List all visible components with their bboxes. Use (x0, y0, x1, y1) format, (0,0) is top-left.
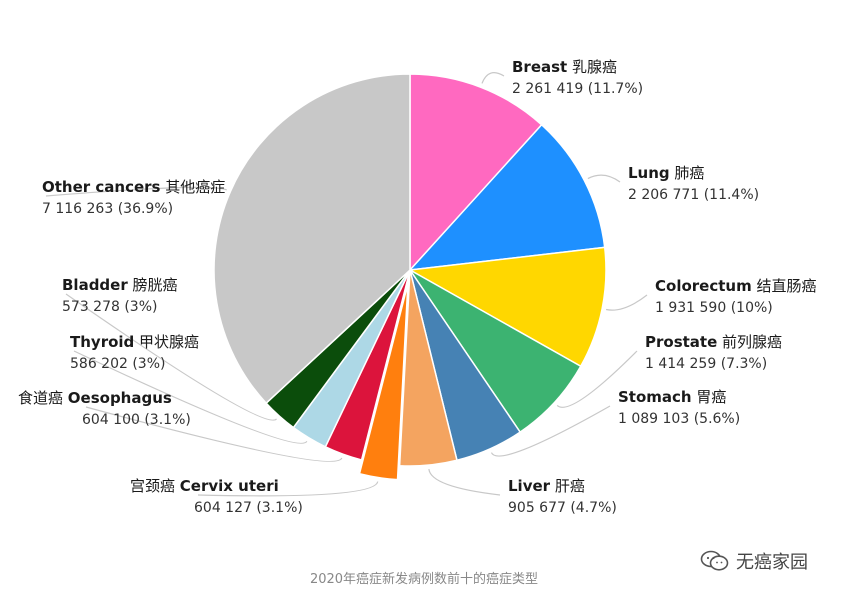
slice-value-label: 905 677 (4.7%) (508, 500, 617, 516)
leader-line-stomach (490, 405, 611, 457)
leader-line-thyroid (73, 350, 308, 444)
pie-slice-colorectum (407, 246, 607, 368)
chart-caption: 2020年癌症新发病例数前十的癌症类型 (309, 572, 539, 587)
slice-label-liver: Liver 肝癌 905 677 (4.7%) (508, 477, 617, 516)
slice-label-bladder: Bladder 膀胱癌 573 278 (3%) (62, 276, 178, 315)
slice-value-label: 2 206 771 (11.4%) (628, 187, 759, 203)
slice-value-label: 586 202 (3%) (70, 356, 165, 372)
leader-line-colorectum (605, 294, 648, 311)
wechat-icon (700, 550, 729, 571)
slice-name-label: Colorectum 结直肠癌 (655, 277, 816, 295)
slice-label-prostate: Prostate 前列腺癌 1 414 259 (7.3%) (645, 333, 782, 372)
pie-slice-other-cancers (213, 73, 411, 405)
slice-name-label: Thyroid 甲状腺癌 (70, 333, 199, 351)
slice-label-oesophagus: 食道癌 Oesophagus 604 100 (3.1%) (18, 389, 191, 428)
slice-name-label: Liver 肝癌 (508, 477, 585, 495)
leader-line-cervix-uteri (197, 481, 379, 497)
leader-line-other-cancers (45, 186, 227, 197)
leader-line-breast (481, 72, 505, 84)
slice-label-cervix-uteri: 宫颈癌 Cervix uteri 604 127 (3.1%) (130, 477, 303, 516)
pie-slice-breast (409, 73, 543, 272)
leader-line-lung (587, 174, 621, 183)
slice-name-label: Stomach 胃癌 (618, 388, 726, 406)
slice-value-label: 573 278 (3%) (62, 299, 157, 315)
watermark-text: 无癌家园 (736, 552, 808, 573)
slice-value-label: 1 931 590 (10%) (655, 300, 773, 316)
slice-value-label: 7 116 263 (36.9%) (42, 201, 173, 217)
slice-value-label: 604 127 (3.1%) (194, 500, 303, 516)
slice-name-label: Prostate 前列腺癌 (645, 333, 782, 351)
slice-label-stomach: Stomach 胃癌 1 089 103 (5.6%) (618, 388, 740, 427)
leader-line-prostate (556, 350, 638, 408)
slice-name-label: Other cancers 其他癌症 (42, 178, 225, 196)
pie-slice-liver (398, 269, 458, 467)
slice-label-colorectum: Colorectum 结直肠癌 1 931 590 (10%) (655, 277, 816, 316)
slice-name-label: Breast 乳腺癌 (512, 58, 617, 76)
wechat-watermark: 无癌家园 (700, 548, 808, 574)
slice-name-label: Bladder 膀胱癌 (62, 276, 178, 294)
leader-line-bladder (65, 293, 277, 421)
pie-chart: Breast 乳腺癌 2 261 419 (11.7%) Lung 肺癌 2 206 … (18, 58, 816, 516)
slice-value-label: 604 100 (3.1%) (82, 412, 191, 428)
slice-value-label: 2 261 419 (11.7%) (512, 81, 643, 97)
slice-label-breast: Breast 乳腺癌 2 261 419 (11.7%) (512, 58, 643, 97)
slice-name-label: 宫颈癌 Cervix uteri (130, 477, 279, 495)
slice-label-thyroid: Thyroid 甲状腺癌 586 202 (3%) (70, 333, 199, 372)
leader-line-liver (428, 468, 501, 496)
slice-value-label: 1 089 103 (5.6%) (618, 411, 740, 427)
slice-name-label: 食道癌 Oesophagus (18, 389, 172, 407)
pie-slice-cervix-uteri (358, 283, 409, 481)
slice-label-lung: Lung 肺癌 2 206 771 (11.4%) (628, 164, 759, 203)
slice-name-label: Lung 肺癌 (628, 164, 704, 182)
slice-label-other-cancers: Other cancers 其他癌症 7 116 263 (36.9%) (42, 178, 225, 217)
slice-value-label: 1 414 259 (7.3%) (645, 356, 767, 372)
leader-line-oesophagus (85, 406, 343, 462)
pie-slice-lung (408, 123, 606, 271)
